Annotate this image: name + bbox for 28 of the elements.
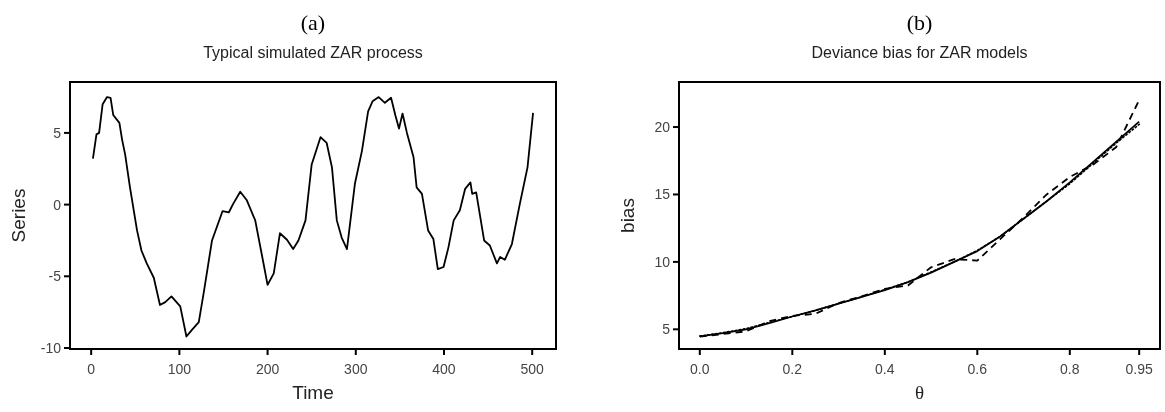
- x-tick-label: 300: [344, 361, 368, 377]
- chart-subtitle: Typical simulated ZAR process: [203, 44, 423, 61]
- x-tick-label: 200: [255, 361, 280, 377]
- x-tick-label: 500: [520, 361, 545, 377]
- x-tick-label: 0.0: [690, 361, 710, 377]
- y-tick-label: 5: [662, 321, 671, 338]
- x-tick-label: 0.8: [1060, 361, 1080, 377]
- x-tick-label: 0.2: [782, 361, 803, 377]
- x-tick-label: 0.4: [875, 361, 895, 377]
- y-tick-label: 0: [53, 196, 62, 213]
- y-tick-label: 15: [654, 186, 671, 203]
- x-axis-title: θ: [914, 382, 925, 403]
- x-axis-title: Time: [292, 382, 334, 403]
- x-tick-label: 0.95: [1125, 361, 1154, 377]
- x-tick-label: 100: [167, 361, 192, 377]
- y-tick-label: -5: [48, 268, 62, 285]
- y-tick-label: 20: [654, 119, 671, 136]
- y-tick-label: 5: [53, 124, 62, 141]
- chart-title: (b): [906, 10, 933, 35]
- y-axis-title: Series: [8, 188, 29, 243]
- chart-subtitle: Deviance bias for ZAR models: [811, 44, 1028, 61]
- y-axis-title: bias: [617, 198, 638, 233]
- x-tick-label: 0: [87, 361, 96, 377]
- x-tick-label: 0.6: [967, 361, 988, 377]
- x-tick-label: 400: [432, 361, 456, 377]
- y-tick-label: -10: [40, 340, 62, 356]
- chart-title: (a): [300, 10, 326, 35]
- y-tick-label: 10: [654, 253, 671, 270]
